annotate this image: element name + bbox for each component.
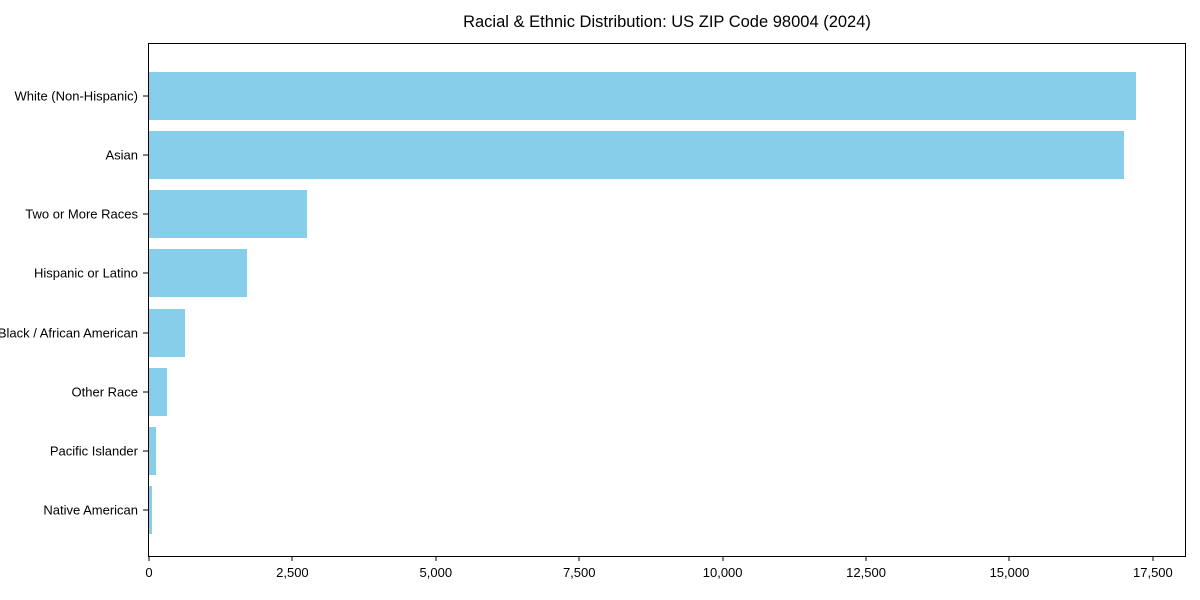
y-tick-mark	[143, 332, 148, 334]
x-tick-mark	[435, 557, 437, 561]
y-tick-label-two-or-more-races: Two or More Races	[25, 206, 138, 222]
x-tick-label: 7,500	[562, 565, 596, 580]
y-tick-label-pacific-islander: Pacific Islander	[49, 443, 138, 459]
x-tick-mark	[148, 557, 150, 561]
x-tick-label: 12,500	[846, 565, 886, 580]
y-tick-label-white-non-hispanic: White (Non-Hispanic)	[14, 88, 138, 104]
plot-area	[148, 43, 1186, 557]
y-tick-mark	[143, 213, 148, 215]
x-tick-mark	[865, 557, 867, 561]
y-axis-labels: White (Non-Hispanic) Asian Two or More Rac…	[0, 43, 148, 557]
y-tick-mark	[143, 509, 148, 511]
bar-other-race	[149, 367, 168, 416]
bar-native-american	[149, 486, 153, 534]
y-tick-mark	[143, 391, 148, 393]
y-tick-mark	[143, 272, 148, 274]
x-tick-mark	[722, 557, 724, 561]
bar-hispanic-or-latino	[149, 249, 247, 298]
bar-black-african-american	[149, 308, 185, 357]
x-tick-label: 10,000	[702, 565, 743, 580]
y-tick-label-other-race: Other Race	[71, 384, 138, 400]
x-tick-label: 2,500	[276, 565, 309, 580]
x-tick-mark	[1152, 557, 1154, 561]
bar-white-non-hispanic	[149, 72, 1136, 120]
chart-title: Racial & Ethnic Distribution: US ZIP Cod…	[463, 13, 871, 31]
x-tick-label: 0	[145, 565, 153, 580]
x-tick-mark	[291, 557, 293, 561]
y-tick-mark	[143, 154, 148, 156]
x-tick-label: 5,000	[419, 565, 453, 580]
y-tick-label-hispanic-or-latino: Hispanic or Latino	[33, 265, 138, 281]
x-tick-mark	[578, 557, 580, 561]
y-tick-mark	[143, 95, 148, 97]
bar-asian	[149, 131, 1125, 180]
x-tick-mark	[1008, 557, 1010, 561]
y-tick-mark	[143, 450, 148, 452]
x-tick-label: 15,000	[989, 565, 1030, 580]
bar-two-or-more-races	[149, 190, 307, 239]
bar-pacific-islander	[149, 426, 157, 475]
x-tick-label: 17,500	[1132, 565, 1173, 580]
y-tick-label-native-american: Native American	[43, 502, 138, 518]
y-tick-label-black-african-american: Black / African American	[0, 325, 138, 341]
x-axis-ticks: 0 2,500 5,000 7,500 10,000 12,500 15,000 17,500	[145, 557, 1186, 587]
y-tick-label-asian: Asian	[105, 147, 138, 163]
